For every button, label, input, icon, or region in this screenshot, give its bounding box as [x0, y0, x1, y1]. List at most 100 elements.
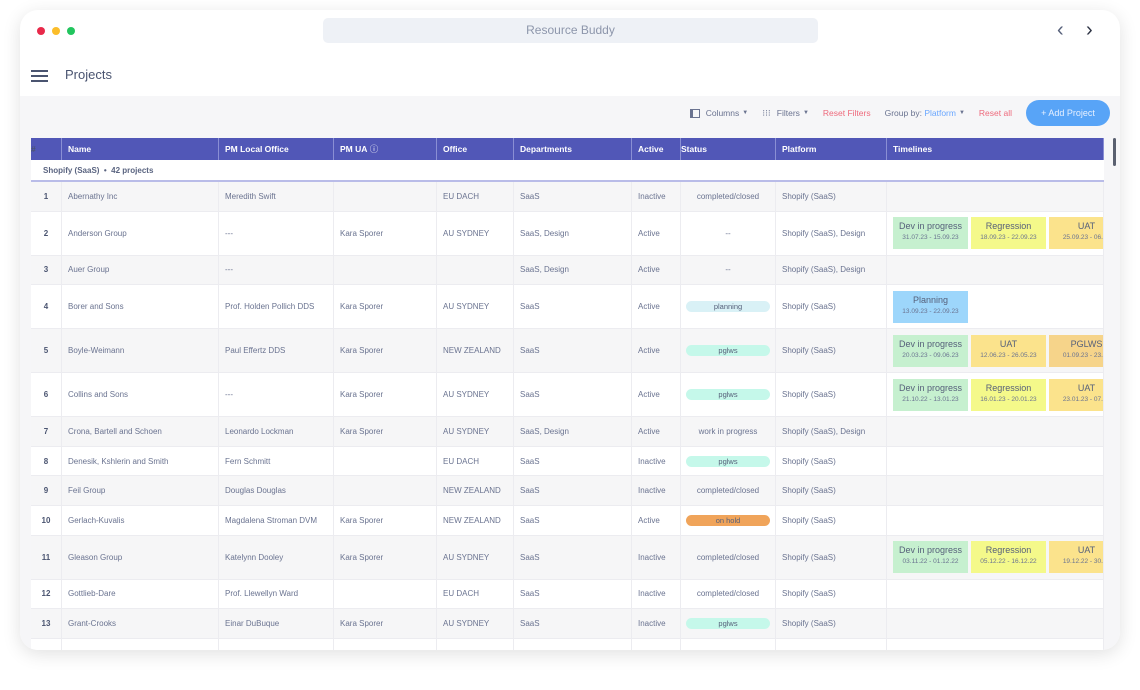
cell-office: AU SYDNEY — [437, 285, 514, 330]
cell-platform: Shopify (SaaS) — [776, 638, 887, 650]
cell-pm-local-office: Magdalena Stroman DVM — [219, 505, 334, 536]
timeline-block[interactable]: PGLWS 01.09.23 - 23.09 — [1049, 334, 1103, 367]
timeline-phase: UAT — [1077, 545, 1096, 556]
table-row[interactable]: 8 Denesik, Kshlerin and Smith Fern Schmitt… — [31, 446, 1104, 477]
cell-platform: Shopify (SaaS), Design — [776, 255, 887, 286]
close-window-button[interactable] — [37, 27, 45, 35]
cell-timelines: Planning 13.09.23 - 22.09.23 — [887, 285, 1104, 330]
active-text: Inactive — [638, 456, 666, 466]
pm-local-office-text: Leonardo Lockman — [225, 426, 294, 436]
table-row[interactable]: 6 Collins and Sons --- Kara Sporer AU SYDNEY… — [31, 373, 1104, 418]
table-row[interactable]: 7 Crona, Bartell and Schoen Leonardo Lockm… — [31, 417, 1104, 447]
status-text: work in progress — [698, 426, 758, 436]
timeline-dates: 12.06.23 - 26.05.23 — [980, 351, 1037, 359]
cell-pm-ua — [334, 638, 437, 650]
cell-active: Active — [632, 373, 681, 418]
filters-label: Filters — [776, 108, 800, 118]
add-project-button[interactable]: + Add Project — [1026, 100, 1110, 126]
timeline-block[interactable]: UAT 19.12.22 - 30.12 — [1049, 541, 1103, 574]
cell-number: 14 — [31, 638, 62, 650]
column-header-platform[interactable]: Platform — [776, 138, 887, 160]
cell-status: pglws — [681, 446, 776, 477]
columns-button[interactable]: Columns ▼ — [689, 108, 749, 118]
filters-button[interactable]: ⁝⁝⁝ Filters ▼ — [762, 108, 809, 119]
table-row[interactable]: 10 Gerlach-Kuvalis Magdalena Stroman DVM Ka… — [31, 505, 1104, 536]
active-text: Inactive — [638, 649, 666, 650]
cell-platform: Shopify (SaaS), Design — [776, 417, 887, 447]
column-header-pm-ua[interactable]: PM UA ⓘ — [334, 138, 437, 160]
table-row[interactable]: 3 Auer Group --- SaaS, Design Active -- Shopif… — [31, 255, 1104, 286]
cell-office: EU DACH — [437, 579, 514, 610]
column-header-name[interactable]: Name — [62, 138, 219, 160]
table-row[interactable]: 4 Borer and Sons Prof. Holden Pollich DDS K… — [31, 285, 1104, 330]
timeline-block[interactable]: Dev in progress 31.07.23 - 15.09.23 — [893, 217, 968, 250]
pm-ua-text: Kara Sporer — [340, 515, 384, 525]
cell-status: completed/closed — [681, 579, 776, 610]
table-row[interactable]: 1 Abernathy Inc Meredith Swift EU DACH SaaS I… — [31, 182, 1104, 212]
status-text: completed/closed — [697, 649, 759, 650]
table-row[interactable]: 5 Boyle-Weimann Paul Effertz DDS Kara Spore… — [31, 329, 1104, 374]
number-text: 14 — [42, 649, 51, 650]
scrollbar[interactable] — [1113, 138, 1116, 166]
platform-text: Shopify (SaaS) — [782, 302, 836, 312]
name-text: Grant-Crooks — [68, 618, 117, 628]
active-text: Inactive — [638, 486, 666, 496]
hamburger-icon[interactable] — [31, 70, 48, 82]
table-row[interactable]: 11 Gleason Group Katelynn Dooley Kara Spore… — [31, 535, 1104, 580]
column-header-active[interactable]: Active — [632, 138, 681, 160]
timeline-block[interactable]: Dev in progress 20.03.23 - 09.06.23 — [893, 334, 968, 367]
timeline-block[interactable]: UAT 12.06.23 - 26.05.23 — [971, 334, 1046, 367]
caret-down-icon: ▼ — [742, 110, 749, 116]
cell-pm-local-office: --- — [219, 255, 334, 286]
timeline-block[interactable]: Dev in progress 21.10.22 - 13.01.23 — [893, 378, 968, 411]
timeline-block[interactable]: Regression 05.12.22 - 16.12.22 — [971, 541, 1046, 574]
columns-label: Columns — [705, 108, 740, 118]
reset-filters-button[interactable]: Reset Filters — [822, 108, 871, 118]
reset-all-button[interactable]: Reset all — [978, 108, 1012, 118]
cell-number: 6 — [31, 373, 62, 418]
cell-status: completed/closed — [681, 638, 776, 650]
cell-number: 11 — [31, 535, 62, 580]
number-text: 12 — [41, 589, 51, 599]
cell-pm-ua: Kara Sporer — [334, 329, 437, 374]
table-row[interactable]: 13 Grant-Crooks Einar DuBuque Kara Sporer AU… — [31, 609, 1104, 639]
group-row[interactable]: Shopify (SaaS) • 42 projects — [31, 160, 1104, 182]
cell-platform: Shopify (SaaS) — [776, 579, 887, 610]
maximize-window-button[interactable] — [67, 27, 75, 35]
column-header-office[interactable]: Office — [437, 138, 514, 160]
timeline-block[interactable]: Planning 13.09.23 - 22.09.23 — [893, 290, 968, 323]
column-header-departments[interactable]: Departments — [514, 138, 632, 160]
pm-local-office-text: Katelynn Dooley — [225, 552, 284, 562]
cell-active: Active — [632, 505, 681, 536]
timeline-block[interactable]: UAT 23.01.23 - 07.04 — [1049, 378, 1103, 411]
chevron-right-icon[interactable]: › — [1086, 19, 1093, 41]
number-text: 11 — [41, 552, 51, 562]
timeline-block[interactable]: Regression 16.01.23 - 20.01.23 — [971, 378, 1046, 411]
cell-pm-local-office: Meredith Swift — [219, 182, 334, 212]
column-header-pm-local-office[interactable]: PM Local Office — [219, 138, 334, 160]
timeline-block[interactable]: UAT 25.09.23 - 06.10 — [1049, 217, 1103, 250]
column-header-number[interactable]: # — [31, 138, 62, 160]
cell-name: Boyle-Weimann — [62, 329, 219, 374]
group-by-dropdown[interactable]: Group by: Platform ▼ — [885, 108, 965, 118]
cell-pm-local-office: Einar DuBuque — [219, 609, 334, 639]
timeline-block[interactable]: Dev in progress 03.11.22 - 01.12.22 — [893, 541, 968, 574]
table-row[interactable]: 2 Anderson Group --- Kara Sporer AU SYDNEY Sa… — [31, 211, 1104, 256]
table-row[interactable]: 12 Gottlieb-Dare Prof. Llewellyn Ward EU DA… — [31, 579, 1104, 610]
chevron-left-icon[interactable]: ‹ — [1057, 19, 1064, 41]
table-row[interactable]: 14 Halvorson-Vandervort --- AU MELBOURNE Saa… — [31, 638, 1104, 650]
timeline-block[interactable]: Regression 18.09.23 - 22.09.23 — [971, 217, 1046, 250]
cell-office: AU SYDNEY — [437, 609, 514, 639]
help-icon[interactable]: ⓘ — [367, 144, 379, 154]
number-text: 5 — [43, 346, 49, 356]
office-text: AU MELBOURNE — [443, 649, 507, 650]
minimize-window-button[interactable] — [52, 27, 60, 35]
number-text: 6 — [43, 390, 49, 400]
column-header-status[interactable]: Status — [681, 138, 776, 160]
column-header-timelines[interactable]: Timelines — [887, 138, 1104, 160]
table-row[interactable]: 9 Feil Group Douglas Douglas NEW ZEALAND Saa… — [31, 476, 1104, 506]
active-text: Inactive — [638, 589, 666, 599]
sliders-icon: ⁝⁝⁝ — [762, 107, 771, 118]
cell-office: AU SYDNEY — [437, 373, 514, 418]
cell-departments: SaaS, Design — [514, 255, 632, 286]
